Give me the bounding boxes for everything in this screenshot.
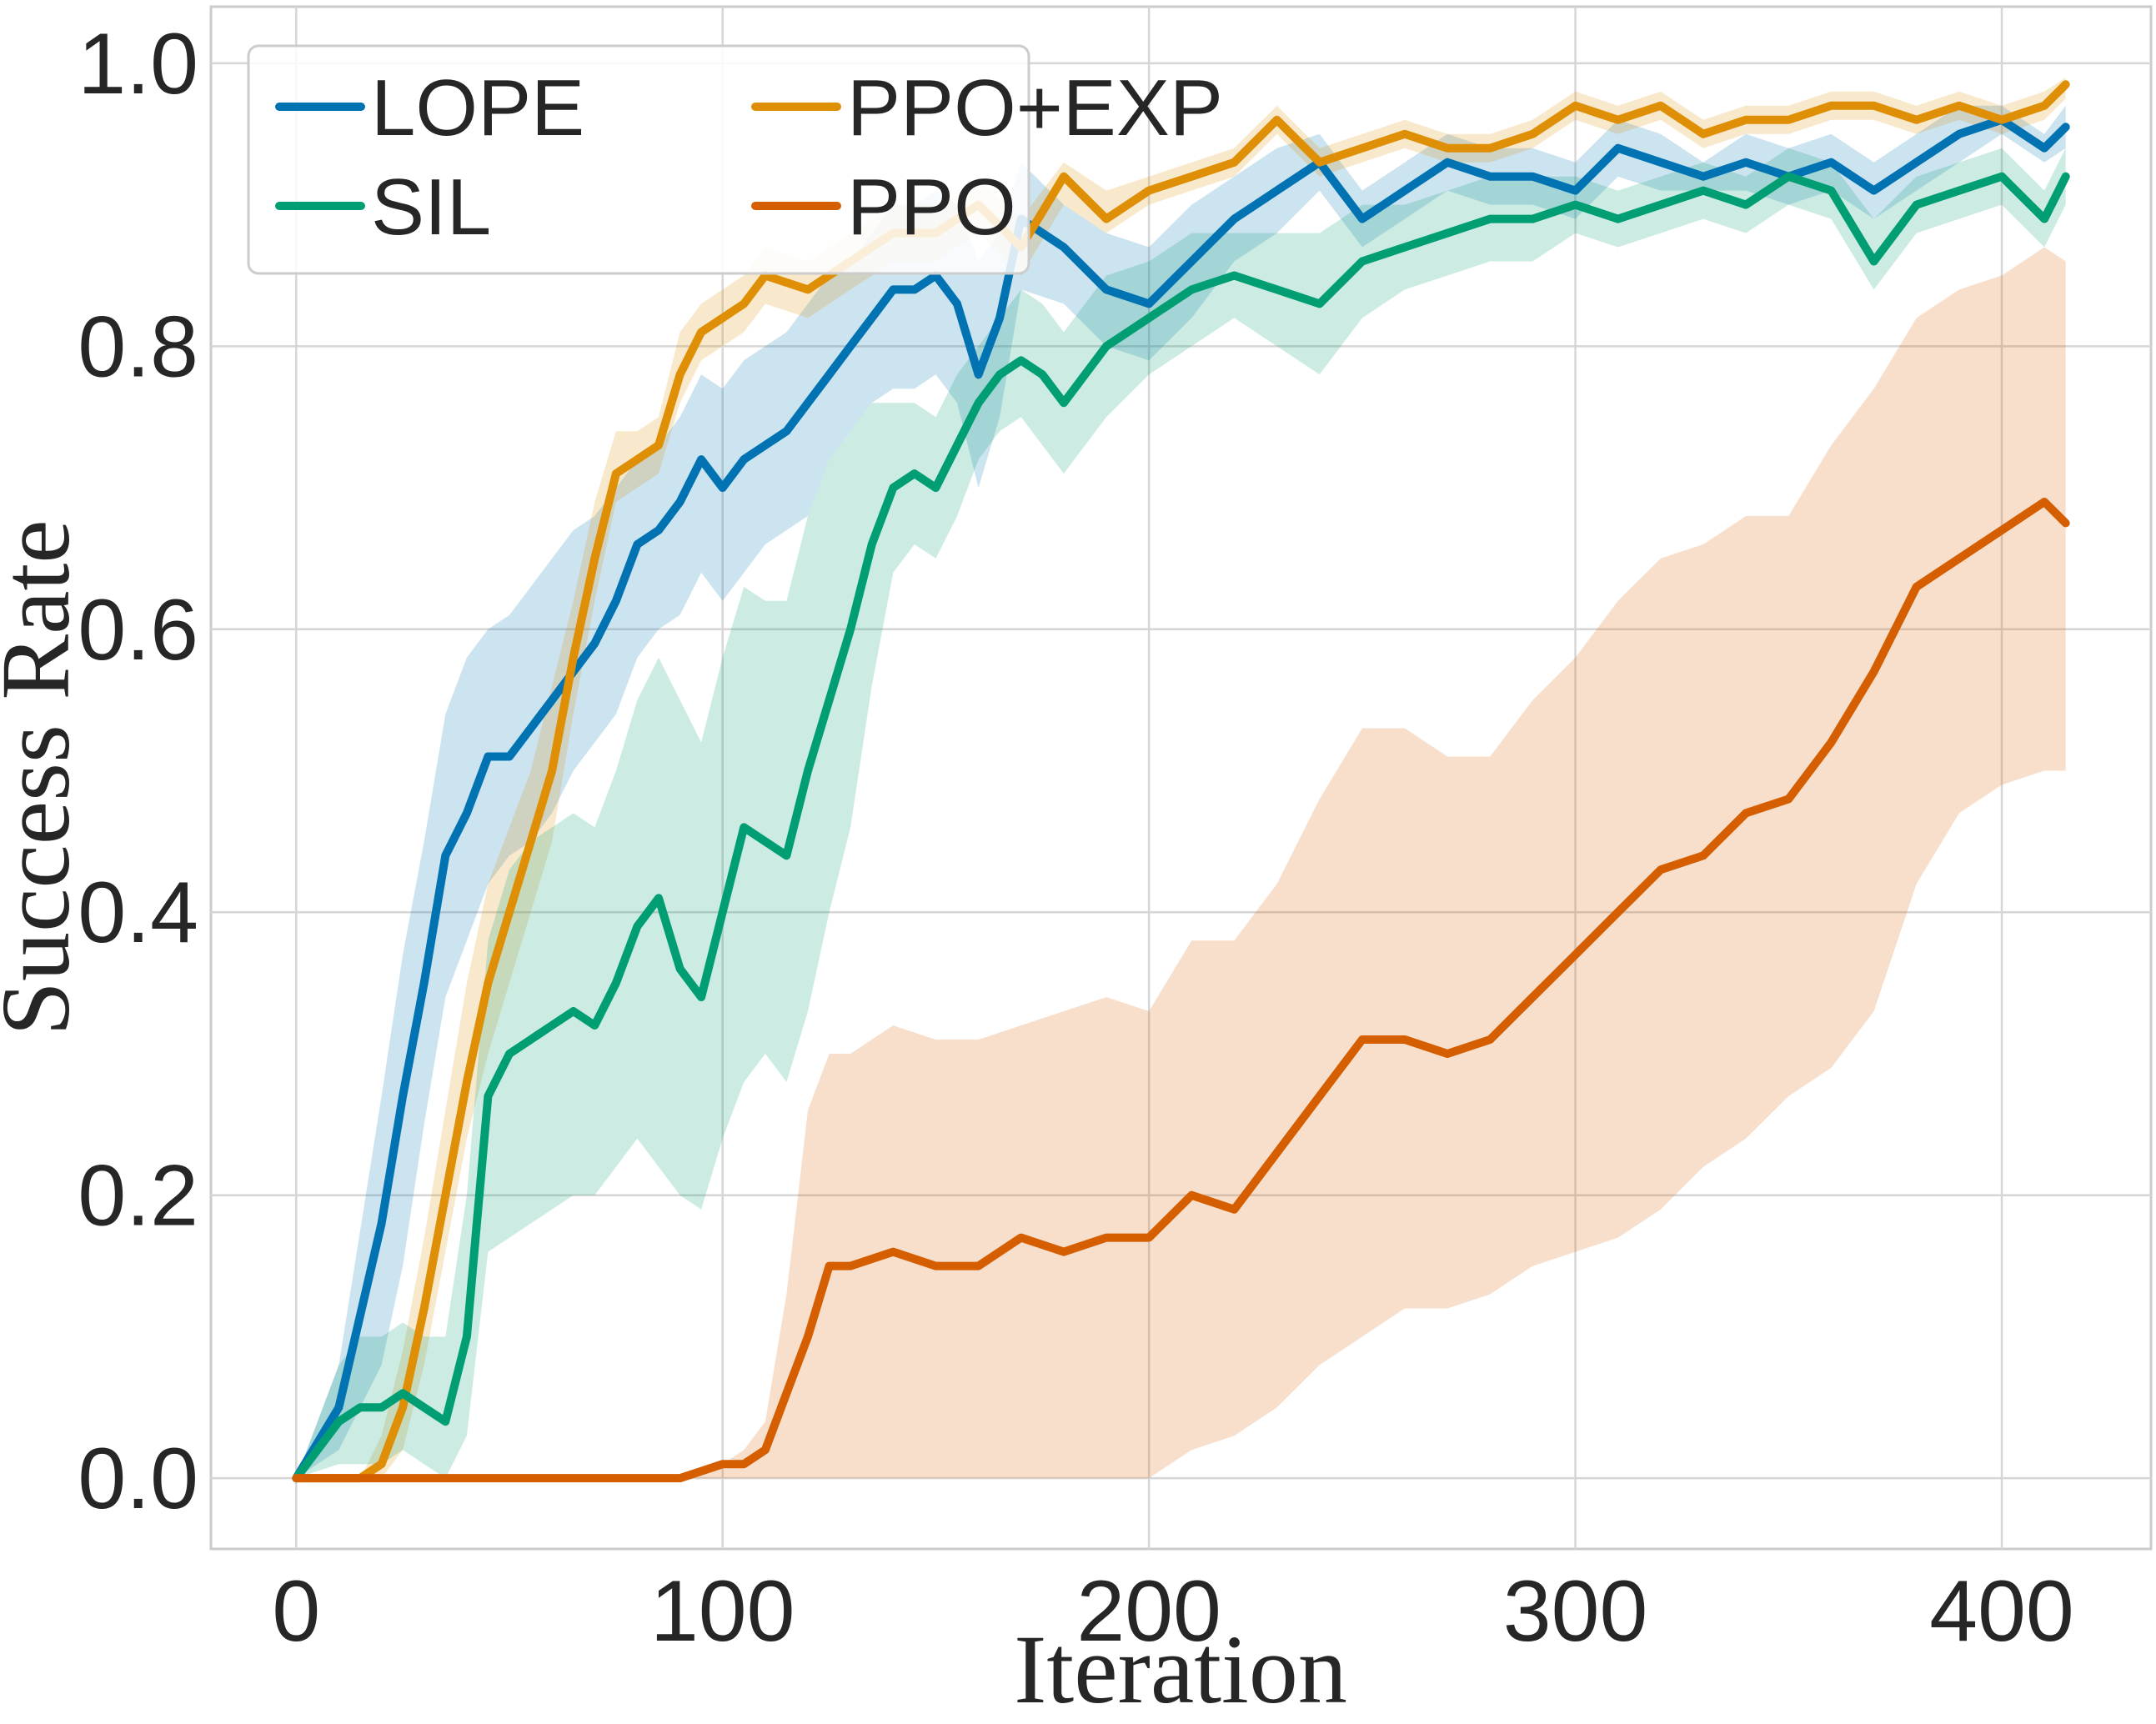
y-tick-label: 0.8 xyxy=(78,298,198,395)
sil-line xyxy=(292,172,2070,1483)
lope-line xyxy=(292,115,2070,1483)
confidence-bands xyxy=(296,77,2066,1479)
legend-label-ppo-exp: PPO+EXP xyxy=(847,63,1223,153)
legend-label-sil: SIL xyxy=(371,163,491,252)
y-tick-label: 0.6 xyxy=(78,582,198,679)
legend-label-lope: LOPE xyxy=(371,63,584,153)
x-axis-label: Iteration xyxy=(1014,1615,1347,1724)
y-tick-label: 0.2 xyxy=(78,1148,198,1245)
y-tick-label: 0.0 xyxy=(78,1431,198,1527)
legend: LOPE PPO+EXP SIL PPO xyxy=(247,44,1223,275)
ppo-line xyxy=(292,498,2070,1483)
legend-label-ppo: PPO xyxy=(847,163,1016,252)
y-tick-label: 1.0 xyxy=(78,16,198,113)
x-tick-label: 0 xyxy=(272,1563,320,1660)
x-tick-labels: 0 100 200 300 400 xyxy=(272,1563,2073,1660)
x-tick-label: 100 xyxy=(650,1563,795,1660)
y-axis-label: Success Rate xyxy=(0,519,90,1035)
x-tick-label: 300 xyxy=(1503,1563,1648,1660)
x-tick-label: 200 xyxy=(1076,1563,1221,1660)
x-tick-label: 400 xyxy=(1929,1563,2074,1660)
ppo-confidence-band xyxy=(296,247,2066,1479)
y-tick-labels: 0.0 0.2 0.4 0.6 0.8 1.0 xyxy=(78,16,198,1527)
y-tick-label: 0.4 xyxy=(78,865,198,961)
sil-confidence-band xyxy=(296,148,2066,1479)
lope-confidence-band xyxy=(296,105,2066,1479)
